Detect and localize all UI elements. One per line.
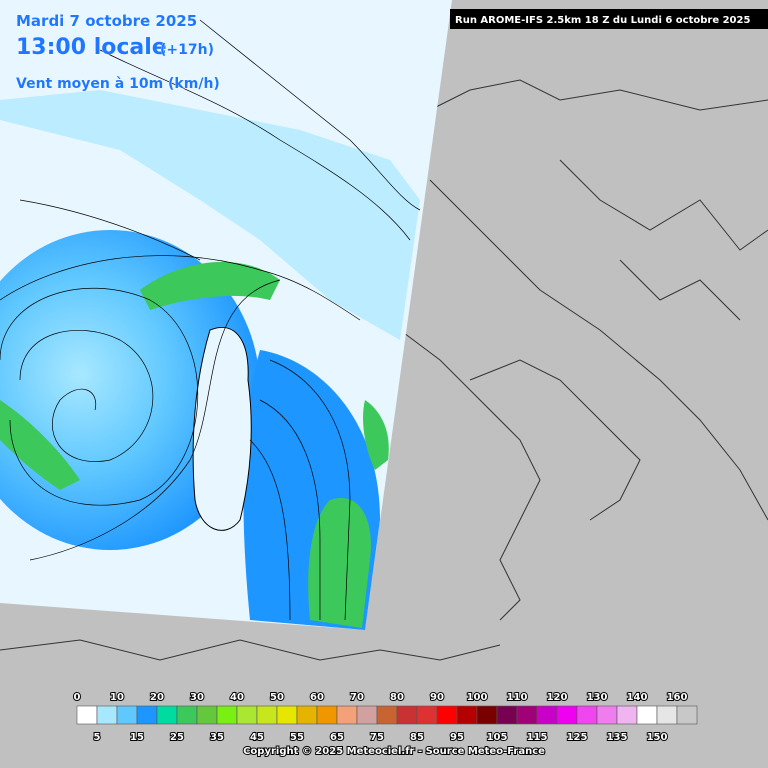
legend-swatch (276, 705, 298, 725)
legend-swatch (676, 705, 698, 725)
legend-swatch (476, 705, 498, 725)
legend-label-bottom: 150 (647, 732, 668, 743)
legend-label-bottom: 5 (94, 732, 101, 743)
run-title: Run AROME-IFS 2.5km 18 Z du Lundi 6 octo… (455, 15, 750, 26)
legend-swatch (136, 705, 158, 725)
legend-swatch (456, 705, 478, 725)
run-banner (450, 9, 768, 29)
legend-label-top: 140 (627, 692, 648, 703)
legend-swatch (376, 705, 398, 725)
legend-swatch (316, 705, 338, 725)
legend-swatch (76, 705, 98, 725)
legend-label-top: 120 (547, 692, 568, 703)
legend-label-bottom: 125 (567, 732, 588, 743)
wind-field (0, 90, 420, 630)
legend-label-top: 110 (507, 692, 528, 703)
legend-swatch (516, 705, 538, 725)
time-label: 13:00 locale (16, 35, 167, 60)
copyright: Copyright © 2025 Meteociel.fr - Source M… (243, 746, 545, 757)
legend-label-top: 160 (667, 692, 688, 703)
legend-label-top: 90 (430, 692, 444, 703)
legend-label-bottom: 75 (370, 732, 384, 743)
legend-label-top: 80 (390, 692, 404, 703)
variable-label: Vent moyen à 10m (km/h) (16, 76, 220, 92)
legend-label-top: 40 (230, 692, 244, 703)
legend-swatch (536, 705, 558, 725)
legend-label-top: 70 (350, 692, 364, 703)
legend-swatch (96, 705, 118, 725)
legend-swatch (436, 705, 458, 725)
legend-label-bottom: 95 (450, 732, 464, 743)
legend-swatch (656, 705, 678, 725)
legend-swatch (196, 705, 218, 725)
date-label: Mardi 7 octobre 2025 (16, 12, 197, 30)
legend-swatch (616, 705, 638, 725)
legend-label-bottom: 25 (170, 732, 184, 743)
legend-label-top: 20 (150, 692, 164, 703)
legend-swatch (236, 705, 258, 725)
legend-label-top: 60 (310, 692, 324, 703)
legend-swatch (636, 705, 658, 725)
legend-label-bottom: 45 (250, 732, 264, 743)
legend-label-bottom: 15 (130, 732, 144, 743)
legend-label-bottom: 85 (410, 732, 424, 743)
legend-label-top: 30 (190, 692, 204, 703)
offset-label: (+17h) (160, 42, 214, 58)
legend-swatch (156, 705, 178, 725)
legend-swatch (596, 705, 618, 725)
legend-label-bottom: 55 (290, 732, 304, 743)
legend-swatch (416, 705, 438, 725)
legend-label-bottom: 35 (210, 732, 224, 743)
legend-label-bottom: 115 (527, 732, 548, 743)
map-borders (0, 79, 768, 661)
legend-label-top: 100 (467, 692, 488, 703)
legend-swatch (336, 705, 358, 725)
legend-swatch (576, 705, 598, 725)
legend-label-bottom: 65 (330, 732, 344, 743)
legend-swatch (296, 705, 318, 725)
legend-swatch (356, 705, 378, 725)
streamlines (0, 19, 421, 621)
legend-label-top: 10 (110, 692, 124, 703)
legend-label-bottom: 105 (487, 732, 508, 743)
legend-label-top: 0 (74, 692, 81, 703)
legend-swatch (176, 705, 198, 725)
legend-swatch (216, 705, 238, 725)
legend-swatch (556, 705, 578, 725)
legend-swatch (116, 705, 138, 725)
legend-label-top: 130 (587, 692, 608, 703)
legend-label-bottom: 135 (607, 732, 628, 743)
legend: 0 10 20 30 40 50 60 70 80 90 100 110 120 130 140 160 5 15… (73, 691, 698, 744)
legend-label-top: 50 (270, 692, 284, 703)
legend-swatch (396, 705, 418, 725)
legend-swatch (256, 705, 278, 725)
legend-swatch (496, 705, 518, 725)
